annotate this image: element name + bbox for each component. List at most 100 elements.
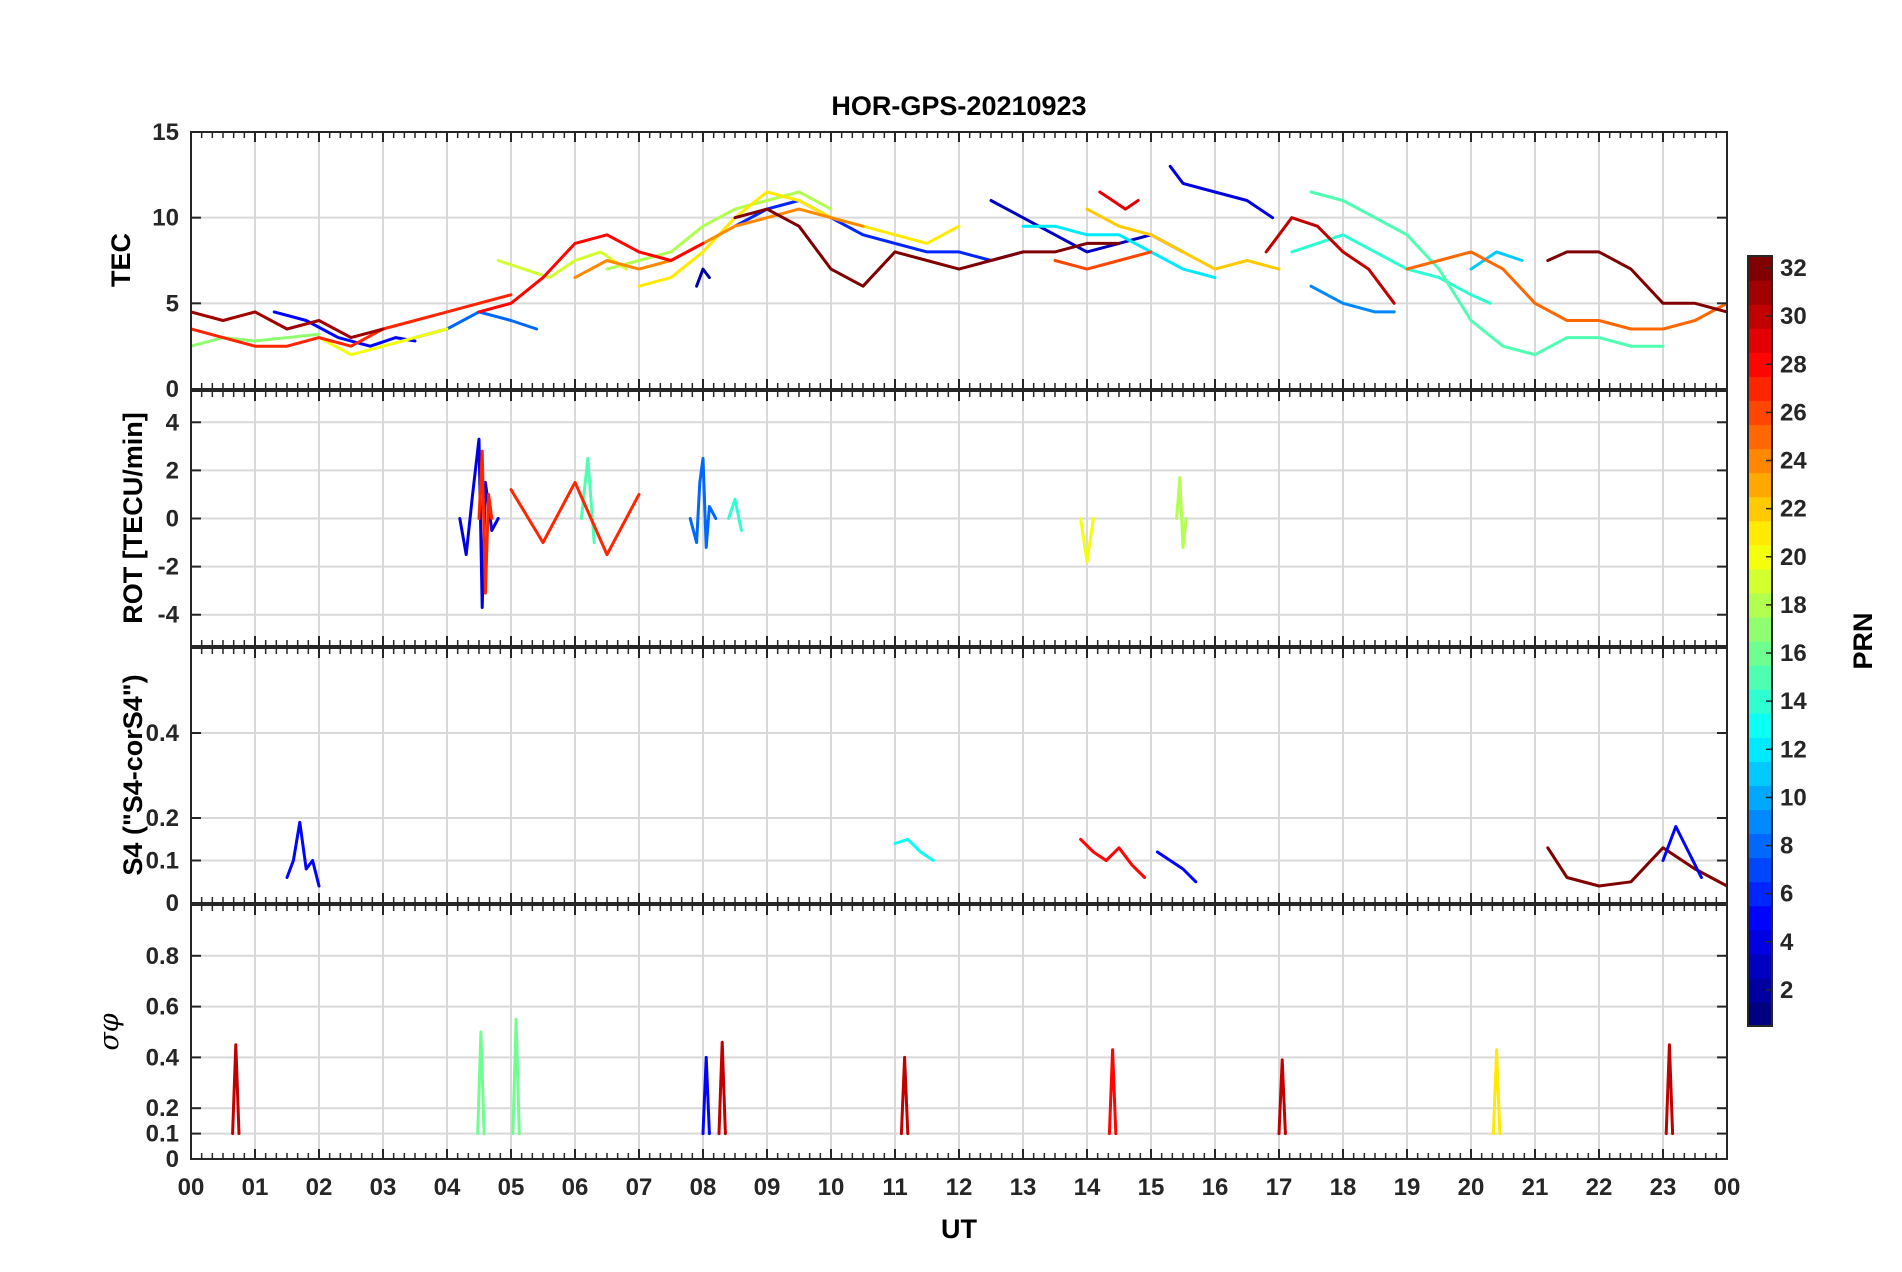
series-tec-prn-31-24: [191, 310, 385, 340]
colorbar-tick-label-1: 30: [1780, 303, 1807, 330]
ticks-s4: 0 0.1 0.2 0.4: [146, 648, 1728, 917]
xtick-label-8: 08: [690, 1174, 717, 1201]
colorbar-cell-19: [1748, 568, 1772, 594]
panel-s4: 0 0.1 0.2 0.4 S4 ("S4-corS4"): [118, 647, 1728, 917]
colorbar-tick-label-10: 12: [1780, 736, 1807, 763]
series-tec-prn-18-12: [605, 190, 833, 271]
xtick-label-20: 20: [1458, 1174, 1485, 1201]
xtick-label-17: 17: [1266, 1174, 1293, 1201]
colorbar-cell-29: [1748, 328, 1772, 353]
xtick-label-21: 21: [1522, 1174, 1549, 1201]
xtick-label-3: 03: [370, 1174, 397, 1201]
xtick-label-22: 22: [1586, 1174, 1613, 1201]
series-sigphi-prn-30-9: [1664, 1043, 1675, 1136]
ytick-label-tec-2: 10: [152, 205, 179, 232]
xtick-label-0: 00: [178, 1174, 205, 1201]
colorbar-tick-label-0: 32: [1780, 255, 1807, 282]
series-s4-prn-32-4: [1546, 846, 1727, 888]
colorbar-tick-label-13: 6: [1780, 881, 1793, 908]
ytick-label-sigphi-1: 0.1: [146, 1121, 179, 1148]
series-sigphi-prn-16-2: [511, 1017, 521, 1136]
colorbar-tick-label-15: 2: [1780, 977, 1793, 1004]
colorbar-tick-label-11: 10: [1780, 784, 1807, 811]
series-tec-prn-9-6: [1309, 284, 1396, 314]
colorbar-cell-13: [1748, 713, 1772, 738]
series-tec-prn-14-9: [1290, 233, 1492, 305]
chart-title: HOR-GPS-20210923: [831, 91, 1086, 121]
ytick-label-sigphi-0: 0: [166, 1146, 179, 1173]
ytick-label-s4-0: 0: [166, 890, 179, 917]
xtick-label-24: 00: [1714, 1174, 1741, 1201]
colorbar-cell-5: [1748, 905, 1772, 931]
series-s4-prn-5-0: [285, 820, 321, 888]
series-rot-prn-27-6: [477, 449, 494, 595]
colorbar-cell-15: [1748, 665, 1772, 690]
series-s4: [285, 820, 1727, 888]
series-sigphi-prn-28-6: [1107, 1048, 1118, 1136]
xtick-label-15: 15: [1138, 1174, 1165, 1201]
xtick-label-18: 18: [1330, 1174, 1357, 1201]
xtick-label-6: 06: [562, 1174, 589, 1201]
colorbar-tick-label-8: 16: [1780, 640, 1807, 667]
series-sigphi: [231, 1017, 1675, 1136]
ytick-label-s4-1: 0.1: [146, 848, 179, 875]
series-rot-prn-27-7: [509, 480, 641, 557]
colorbar-cell-11: [1748, 761, 1772, 786]
x-tick-labels: 00 01 02 03 04 05 06 07 08 09 10 11 12 13 14 15 16 17 18 19…: [178, 1174, 1741, 1201]
colorbar-frame: [1747, 255, 1773, 1027]
ytick-label-sigphi-3: 0.4: [146, 1044, 180, 1071]
panel-sigphi: 00.10.2 0.4 0.6 0.8 σφ: [94, 904, 1728, 1173]
colorbar-cell-25: [1748, 424, 1772, 450]
colorbar-cell-3: [1748, 953, 1772, 979]
series-sigphi-prn-30-0: [231, 1043, 241, 1136]
series-rot: [458, 437, 1188, 609]
ticks-sigphi: 00.10.2 0.4 0.6 0.8: [146, 905, 1728, 1173]
xtick-label-9: 09: [754, 1174, 781, 1201]
colorbar-tick-label-5: 22: [1780, 496, 1807, 523]
ytick-label-tec-0: 0: [166, 376, 179, 403]
xtick-label-16: 16: [1202, 1174, 1229, 1201]
colorbar-tick-label-12: 8: [1780, 833, 1793, 860]
panel-tec: 0 5 10 15 TEC: [106, 119, 1728, 403]
grid-tec: [190, 131, 1728, 390]
colorbar-tick-label-2: 28: [1780, 351, 1807, 378]
series-rot-prn-20-5: [1079, 517, 1095, 564]
series-sigphi-prn-30-4: [717, 1040, 727, 1136]
series-tec-prn-24-17: [573, 207, 865, 280]
series-tec-prn-20-14: [317, 327, 449, 357]
series-sigphi-prn-5-3: [701, 1055, 711, 1136]
grid-sigphi: [190, 905, 1728, 1160]
ytick-label-rot-4: 4: [166, 409, 180, 436]
colorbar-cell-23: [1748, 472, 1772, 498]
series-tec-prn-15-10: [1309, 190, 1665, 357]
ytick-label-rot-1: -2: [158, 554, 179, 581]
ylabel-rot: ROT [TECU/min]: [118, 412, 148, 623]
colorbar-tick-label-6: 20: [1780, 544, 1807, 571]
series-tec-prn-28-21: [477, 233, 705, 314]
colorbar-cell-7: [1748, 857, 1772, 883]
ytick-label-s4-3: 0.4: [146, 720, 180, 747]
colorbar-tick-label-14: 4: [1780, 929, 1794, 956]
series-tec-prn-17-11: [191, 332, 321, 348]
colorbar-cell-9: [1748, 809, 1772, 835]
xtick-label-13: 13: [1010, 1174, 1037, 1201]
xtick-label-4: 04: [434, 1174, 461, 1201]
series-sigphi-prn-30-7: [1277, 1058, 1287, 1136]
colorbar-cell-21: [1748, 520, 1772, 546]
series-tec-prn-25-18: [1405, 250, 1727, 331]
series-tec-prn-29-22: [1098, 190, 1140, 211]
colorbar-tick-label-7: 18: [1780, 592, 1807, 619]
ytick-label-rot-3: 2: [166, 457, 179, 484]
series-sigphi-prn-21-8: [1491, 1048, 1502, 1136]
colorbar: 32 30 28 26 24 22 20 18 16 14 12 10 8 6 4 2 PRN: [1747, 255, 1878, 1027]
series-tec-prn-22-16: [1085, 207, 1281, 271]
colorbar-tick-label-3: 26: [1780, 399, 1807, 426]
colorbar-cell-31: [1748, 280, 1772, 305]
xtick-label-11: 11: [882, 1174, 907, 1201]
ticks-rot: -4 -2 0 2 4: [158, 391, 1728, 646]
series-tec-prn-2-0: [695, 267, 711, 288]
colorbar-cell-17: [1748, 616, 1772, 642]
xtick-label-14: 14: [1074, 1174, 1101, 1201]
series-tec-prn-26-19: [1053, 250, 1153, 271]
series-tec-prn-12-8: [1021, 224, 1217, 280]
